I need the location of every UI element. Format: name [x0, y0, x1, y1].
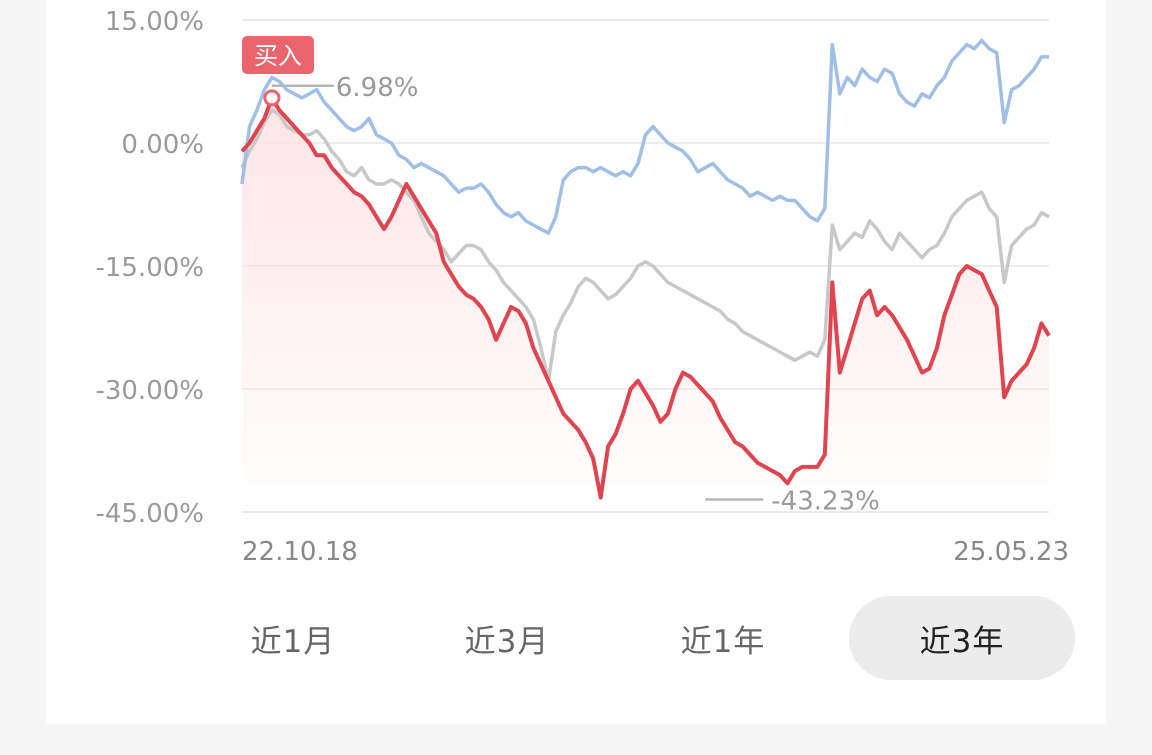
y-tick-label: -15.00%: [95, 253, 204, 283]
tab-3-years[interactable]: 近3年: [849, 596, 1075, 680]
fund-area: [242, 97, 1049, 498]
series-line-blue: [240, 38, 1049, 235]
y-tick-label: 15.00%: [105, 7, 204, 37]
buy-point-marker[interactable]: [263, 89, 281, 107]
buy-badge[interactable]: [242, 36, 314, 74]
min-annotation-label: -43.23%: [771, 486, 880, 516]
buy-badge-label: 买入: [254, 42, 302, 70]
range-tabs: 近1月 近3月 近1年 近3年: [192, 596, 1092, 680]
y-tick-label: -30.00%: [95, 376, 204, 406]
y-tick-label: -45.00%: [95, 499, 204, 529]
max-annotation-label: 6.98%: [336, 73, 419, 103]
tab-3-months[interactable]: 近3月: [464, 623, 550, 660]
y-tick-label: 0.00%: [121, 130, 204, 160]
x-end-label: 25.05.23: [953, 537, 1069, 567]
x-start-label: 22.10.18: [242, 537, 358, 567]
performance-chart[interactable]: 15.00% 0.00% -15.00% -30.00% -45.00% 22.10.18…: [46, 0, 1106, 724]
tab-1-month[interactable]: 近1月: [250, 623, 336, 660]
series-line-gray: [240, 108, 1050, 383]
chart-card: 15.00% 0.00% -15.00% -30.00% -45.00% 22.10.18…: [46, 0, 1106, 724]
series-line-fund: [240, 95, 1051, 500]
tab-1-year[interactable]: 近1年: [680, 623, 766, 660]
